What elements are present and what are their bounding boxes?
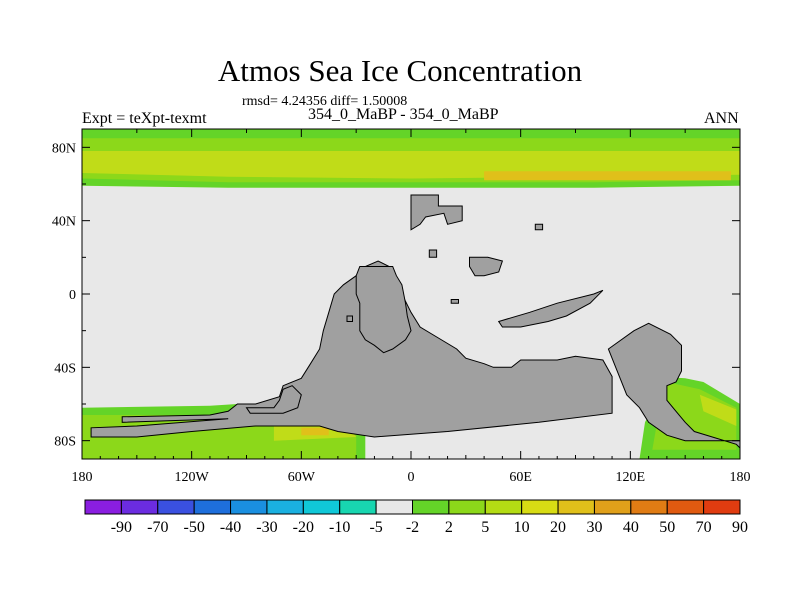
land-lone-island-4 <box>534 223 544 231</box>
colorbar-swatch <box>448 499 486 515</box>
land-southern-island <box>497 289 604 328</box>
colorbar-label: 50 <box>659 519 675 536</box>
y-tick-label: 0 <box>69 288 76 303</box>
colorbar-label: -90 <box>111 519 132 536</box>
land-laurasia-west <box>410 194 463 231</box>
land-gondwana-main <box>90 260 613 438</box>
land-lone-island-1 <box>428 249 438 258</box>
land-east-block <box>469 256 504 277</box>
y-tick-label: 40N <box>52 215 76 230</box>
colorbar-label: 30 <box>586 519 602 536</box>
x-tick-label: 180 <box>72 470 93 485</box>
colorbar-label: 40 <box>623 519 639 536</box>
colorbar-swatch <box>521 499 559 515</box>
colorbar-swatch <box>412 499 450 515</box>
colorbar-swatch <box>484 499 523 515</box>
x-tick-label: 0 <box>408 470 415 485</box>
season-label: ANN <box>704 110 739 127</box>
colorbar-swatch <box>157 499 195 515</box>
colorbar-label: -50 <box>184 519 205 536</box>
y-tick-label: 80N <box>52 141 76 156</box>
colorbar-swatch <box>666 499 705 515</box>
colorbar-label: 90 <box>732 519 748 536</box>
land-lone-island-3 <box>450 299 459 304</box>
colorbar-swatch <box>339 499 377 515</box>
land-lone-island-2 <box>346 315 353 322</box>
colorbar-swatch <box>593 499 632 515</box>
colorbar-label: -40 <box>220 519 241 536</box>
case-label: 354_0_MaBP - 354_0_MaBP <box>308 106 499 123</box>
stats-text: rmsd= 4.24356 diff= 1.50008 <box>242 94 408 109</box>
x-tick-label: 120E <box>616 470 646 485</box>
land-laurasia-east <box>355 266 412 354</box>
colorbar-label: -10 <box>329 519 350 536</box>
colorbar-swatch <box>630 499 668 515</box>
y-tick-label: 40S <box>54 361 76 376</box>
x-tick-label: 60W <box>288 470 316 485</box>
x-tick-label: 180 <box>730 470 751 485</box>
colorbar-label: 70 <box>696 519 712 536</box>
colorbar-swatch <box>193 499 232 515</box>
x-tick-label: 60E <box>509 470 532 485</box>
colorbar-label: -20 <box>293 519 314 536</box>
colorbar-swatch <box>120 499 159 515</box>
colorbar-swatch <box>302 499 341 515</box>
colorbar-label: -5 <box>369 519 382 536</box>
colorbar-label: -30 <box>256 519 277 536</box>
colorbar-label: 2 <box>445 519 453 536</box>
y-tick-label: 80S <box>54 435 76 450</box>
ice-region-arctic-core <box>484 171 731 181</box>
ice-region-ross-core <box>699 394 737 426</box>
land-west-island <box>245 385 302 414</box>
x-tick-label: 120W <box>175 470 210 485</box>
colorbar-label: 10 <box>514 519 530 536</box>
colorbar-swatch <box>557 499 595 515</box>
colorbar-label: 5 <box>481 519 489 536</box>
colorbar-swatch <box>703 499 741 515</box>
land-south-pangaea <box>82 322 740 459</box>
colorbar-swatch <box>230 499 268 515</box>
colorbar-swatch <box>266 499 304 515</box>
colorbar-swatch <box>84 499 122 515</box>
colorbar-label: -70 <box>147 519 168 536</box>
colorbar-swatch <box>375 499 414 515</box>
colorbar-label: 20 <box>550 519 566 536</box>
ice-region-southern-core-hot <box>301 427 329 436</box>
colorbar-label: -2 <box>406 519 419 536</box>
expt-label: Expt = teXpt-texmt <box>82 110 207 127</box>
chart-title: Atmos Sea Ice Concentration <box>217 53 583 88</box>
